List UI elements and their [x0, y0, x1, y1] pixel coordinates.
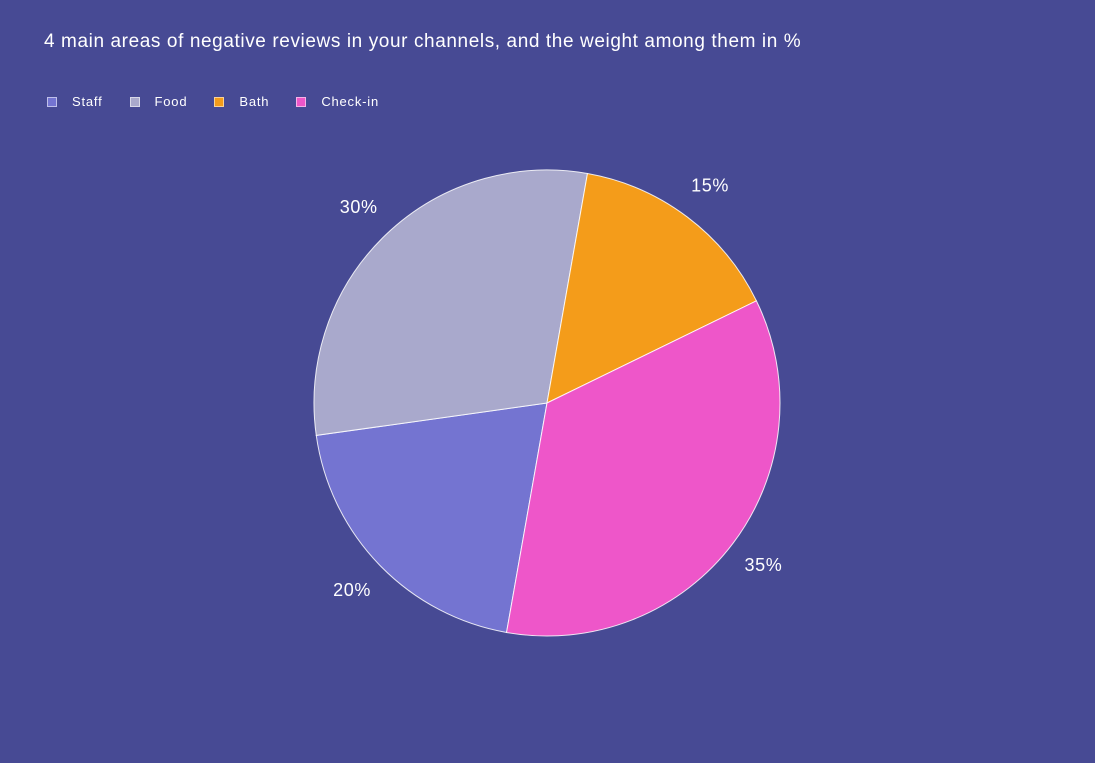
legend-item-food[interactable]: Food [129, 94, 188, 109]
legend-swatch-bath [214, 96, 225, 107]
slice-label-food: 30% [340, 197, 378, 217]
legend-swatch-staff [47, 96, 57, 107]
legend-item-staff[interactable]: Staff [47, 94, 103, 109]
legend-label-check-in: Check-in [321, 94, 380, 109]
chart-title: 4 main areas of negative reviews in your… [44, 31, 802, 52]
legend-label-food: Food [154, 94, 188, 109]
slice-label-staff: 20% [333, 580, 371, 600]
pie-slice-staff[interactable] [315, 402, 548, 634]
pie-slice-bath[interactable] [546, 172, 758, 404]
chart-legend: Staff Food Bath Check-in [47, 94, 406, 109]
slice-label-check-in: 35% [744, 555, 782, 575]
legend-label-bath: Bath [239, 94, 270, 109]
legend-item-bath[interactable]: Bath [214, 94, 269, 109]
pie-slice-check-in[interactable] [505, 300, 781, 637]
legend-swatch-check-in [296, 96, 307, 107]
legend-label-staff: Staff [72, 94, 103, 109]
legend-swatch-food [129, 96, 140, 107]
pie-slice-food[interactable] [313, 169, 589, 436]
slice-label-bath: 15% [691, 175, 729, 195]
legend-item-check-in[interactable]: Check-in [296, 94, 379, 109]
